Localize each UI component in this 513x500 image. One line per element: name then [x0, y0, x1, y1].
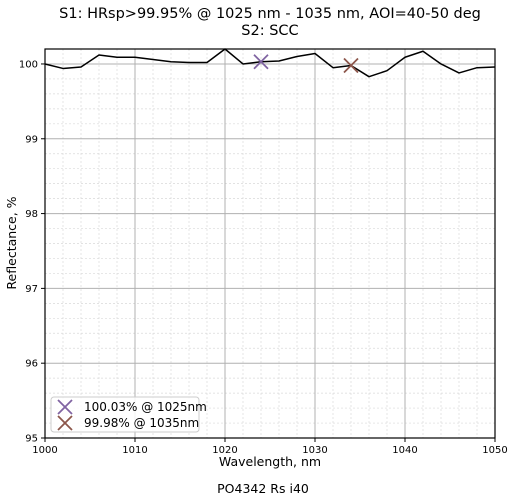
reflectance-line — [44, 48, 496, 78]
footer-label: PO4342 Rs i40 — [217, 481, 309, 496]
y-tick-label: 96 — [25, 359, 38, 370]
y-tick-label: 100 — [19, 59, 38, 70]
y-tick-labels: 95 96 97 98 99 100 — [19, 59, 38, 444]
y-tick-label: 99 — [25, 134, 38, 145]
data-marker-2 — [343, 57, 359, 74]
chart-title: S1: HRsp>99.95% @ 1025 nm - 1035 nm, AOI… — [59, 6, 481, 22]
legend-entry-label: 100.03% @ 1025nm — [84, 400, 207, 414]
y-tick-label: 98 — [25, 209, 38, 220]
legend-box — [50, 396, 200, 433]
data-series — [44, 48, 496, 78]
legend-entry-label: 99.98% @ 1035nm — [84, 416, 199, 430]
x-tick-labels: 1000 1010 1020 1030 1040 1050 — [32, 445, 507, 456]
y-tick-label: 97 — [25, 284, 38, 295]
x-tick-label: 1010 — [122, 445, 147, 456]
legend: 100.03% @ 1025nm 99.98% @ 1035nm — [50, 396, 207, 433]
minor-grid — [45, 48, 495, 438]
x-tick-label: 1030 — [302, 445, 327, 456]
x-tick-label: 1000 — [32, 445, 57, 456]
data-marker-1 — [253, 54, 269, 70]
legend-marker-2 — [57, 415, 73, 431]
x-tick-label: 1050 — [482, 445, 507, 456]
plot-frame — [44, 48, 496, 439]
x-axis-label: Wavelength, nm — [219, 454, 321, 469]
data-markers — [253, 54, 359, 74]
x-tick-label: 1040 — [392, 445, 417, 456]
ticks — [41, 63, 496, 442]
y-tick-label: 95 — [25, 434, 38, 445]
x-tick-label: 1020 — [212, 445, 237, 456]
chart-subtitle: S2: SCC — [241, 23, 298, 39]
y-axis-label: Reflectance, % — [4, 196, 19, 289]
legend-marker-1 — [57, 399, 73, 415]
